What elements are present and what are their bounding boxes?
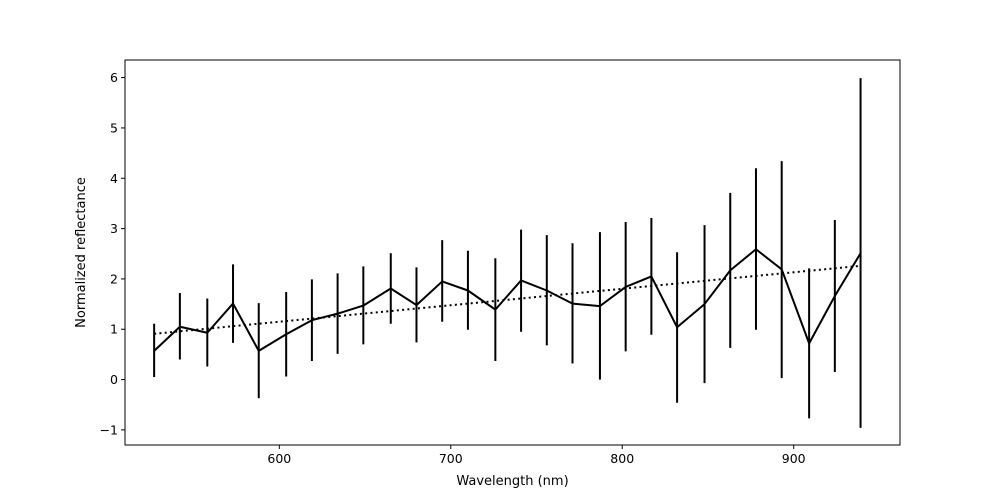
- y-tick-label: 0: [110, 372, 118, 387]
- x-axis-label: Wavelength (nm): [456, 474, 568, 489]
- y-tick-label: 1: [110, 322, 118, 337]
- plot-frame: [124, 59, 901, 446]
- y-axis-label: Normalized reflectance: [74, 177, 89, 328]
- y-tick-label: 3: [110, 221, 118, 236]
- y-tick-label: 4: [110, 171, 118, 186]
- x-tick-label: 800: [610, 451, 634, 466]
- x-axis-ticks: 600 700 800 900: [267, 445, 806, 466]
- plot-marks: [153, 78, 862, 428]
- y-tick-label: 5: [110, 120, 118, 135]
- x-tick-label: 900: [782, 451, 806, 466]
- reflectance-line: [153, 248, 862, 352]
- trend-line: [154, 264, 861, 335]
- x-tick-label: 600: [267, 451, 291, 466]
- x-tick-label: 700: [439, 451, 463, 466]
- y-axis-ticks: −1 0 1 2 3 4 5 6: [100, 70, 125, 437]
- y-tick-label: 2: [110, 271, 118, 286]
- y-tick-label: 6: [110, 70, 118, 85]
- y-tick-label: −1: [100, 422, 118, 437]
